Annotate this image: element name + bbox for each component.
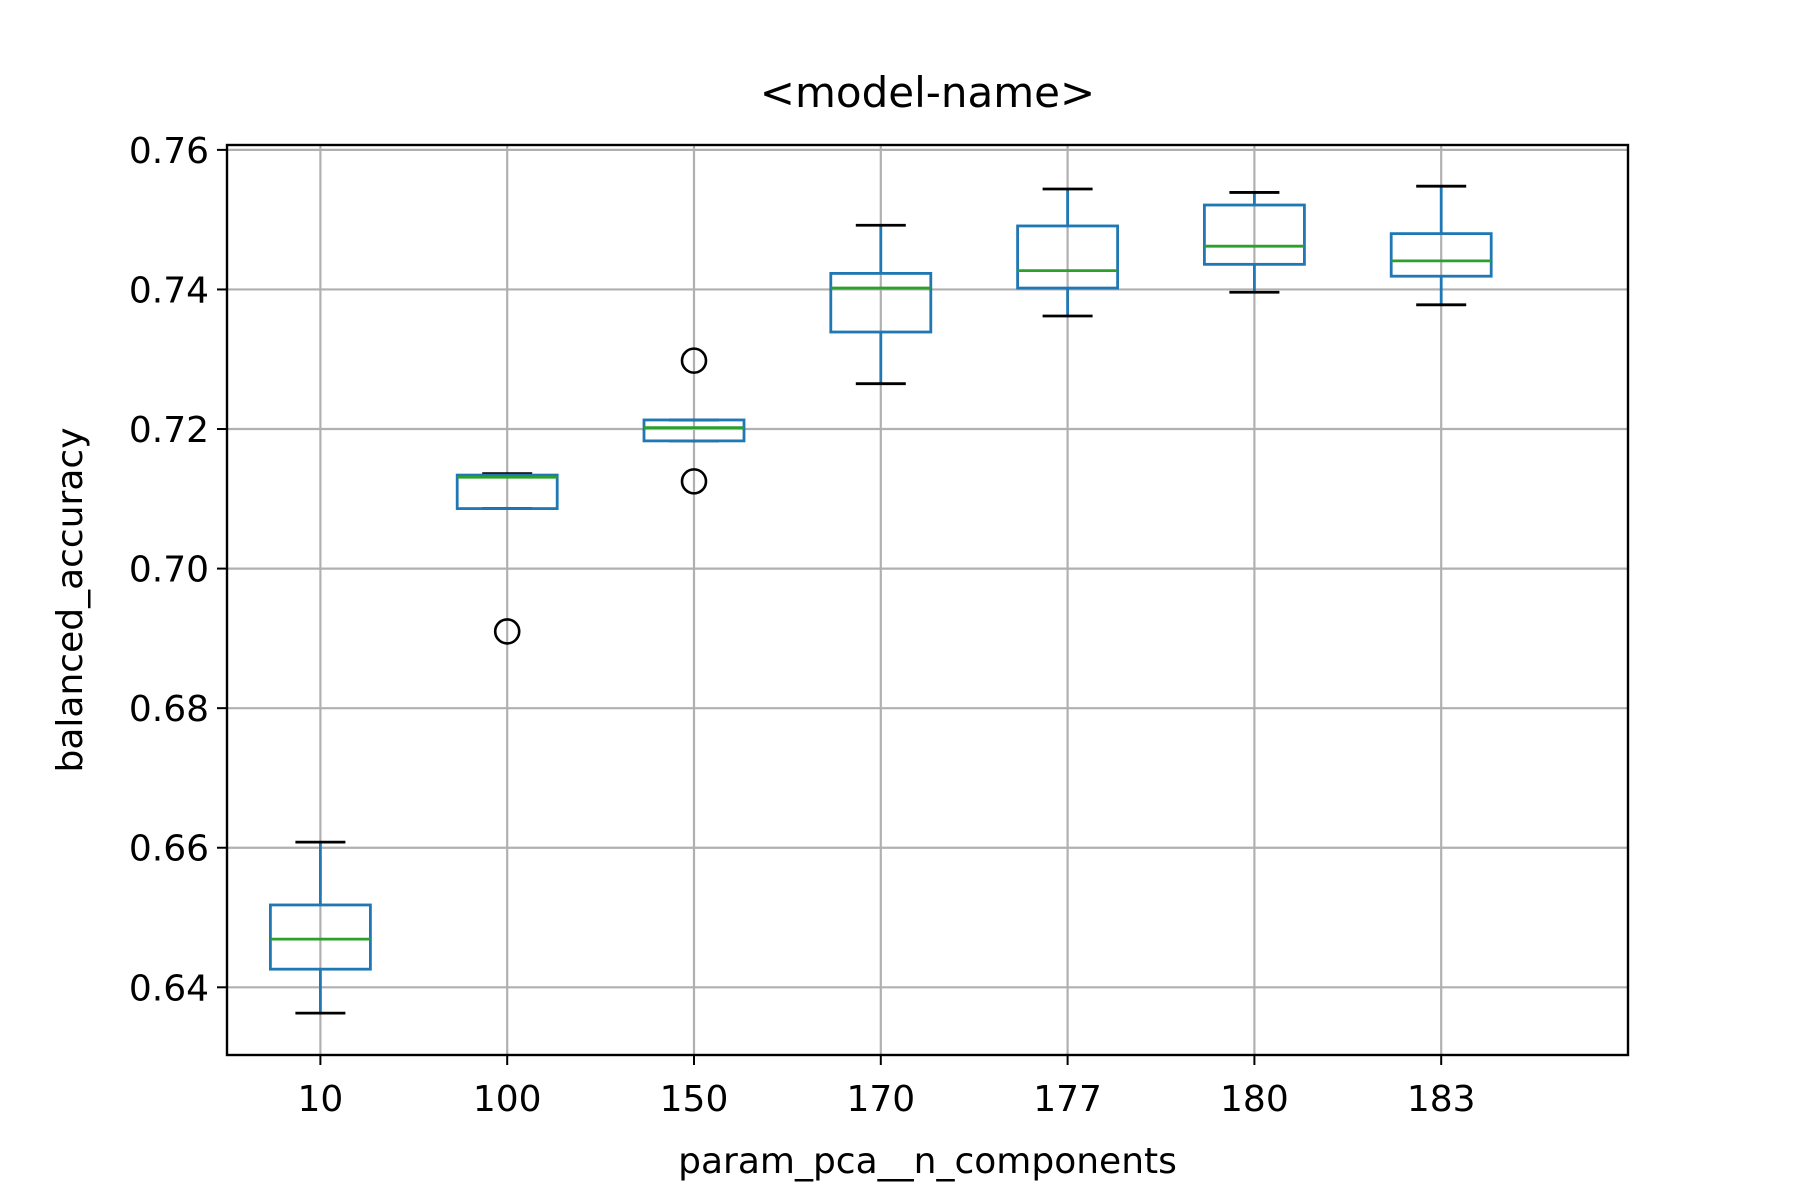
y-tick-label: 0.68 — [129, 689, 209, 730]
box-group-180 — [1203, 191, 1306, 294]
box-iqr — [455, 473, 559, 510]
box-group-100 — [455, 472, 559, 645]
y-tick-label: 0.76 — [129, 131, 209, 172]
box-group-177 — [1016, 187, 1119, 318]
box-iqr — [642, 418, 746, 443]
outlier-point — [680, 468, 708, 495]
x-tick-label: 150 — [660, 1079, 729, 1120]
box-iqr — [268, 903, 372, 971]
box-group-183 — [1389, 184, 1493, 307]
box-group-150 — [642, 347, 746, 495]
y-tick-label: 0.70 — [129, 550, 209, 591]
x-tick-label: 183 — [1407, 1079, 1476, 1120]
x-tick-label: 100 — [473, 1079, 542, 1120]
box-iqr — [1203, 203, 1306, 266]
chart-title: <model-name> — [760, 68, 1095, 117]
plot-area-frame — [225, 143, 1630, 1057]
x-axis-label: param_pca__n_components — [678, 1141, 1177, 1182]
grid-lines — [227, 145, 1628, 1055]
x-tick-label: 180 — [1220, 1079, 1289, 1120]
box-group-10 — [268, 840, 372, 1015]
box-iqr — [1016, 224, 1119, 290]
x-tick-label: 177 — [1033, 1079, 1102, 1120]
outlier-point — [493, 618, 521, 645]
y-tick-label: 0.64 — [129, 968, 209, 1009]
y-axis-label: balanced_accuracy — [50, 427, 91, 772]
box-iqr — [1389, 232, 1493, 278]
y-tick-label: 0.66 — [129, 829, 209, 870]
axis-ticks: 0.64 0.66 0.68 0.70 0.72 0.74 0.76 10 100 150 170 1… — [129, 131, 1476, 1120]
box-group-170 — [829, 223, 933, 386]
outlier-point — [680, 347, 708, 374]
box-iqr — [829, 272, 933, 334]
y-tick-label: 0.74 — [129, 270, 209, 311]
x-tick-label: 10 — [297, 1079, 343, 1120]
x-tick-label: 170 — [846, 1079, 915, 1120]
boxes-layer — [268, 184, 1493, 1015]
y-tick-label: 0.72 — [129, 410, 209, 451]
